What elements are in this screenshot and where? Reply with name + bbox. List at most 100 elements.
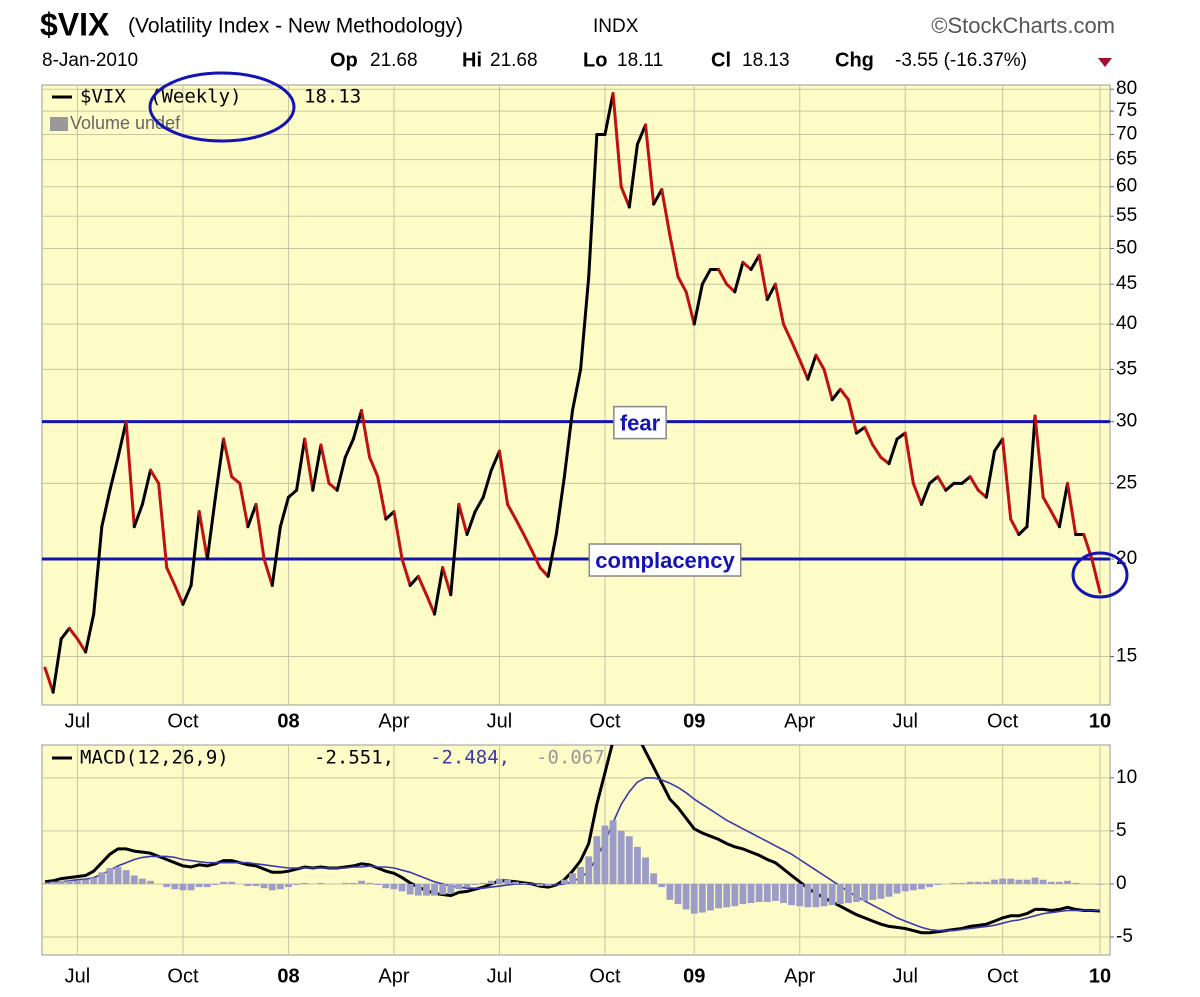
y-tick-label: 35 <box>1116 358 1137 379</box>
histogram-bar <box>1047 881 1055 884</box>
histogram-bar <box>423 883 430 896</box>
histogram-bar <box>301 882 309 884</box>
price-segment <box>863 425 875 447</box>
histogram-bar <box>674 883 682 905</box>
price-segment <box>132 502 144 529</box>
price-segment <box>1001 437 1013 521</box>
histogram-bar <box>877 883 885 899</box>
histogram-bar <box>471 883 479 885</box>
histogram-bar <box>358 880 365 884</box>
price-segment <box>717 267 729 286</box>
histogram-bar <box>130 875 138 884</box>
price-segment <box>368 455 380 479</box>
histogram-bar <box>804 883 812 908</box>
x-tick-label: 10 <box>1089 965 1111 987</box>
histogram-bar <box>690 883 698 914</box>
histogram-bar <box>1023 879 1031 884</box>
histogram-bar <box>861 883 869 901</box>
histogram-bar <box>147 880 154 884</box>
histogram-bar <box>845 883 852 904</box>
histogram-bar <box>512 881 520 884</box>
quote-value: -3.55 (-16.37%) <box>895 50 1027 71</box>
price-segment <box>384 510 396 521</box>
price-segment <box>100 488 112 529</box>
histogram-bar <box>731 883 739 907</box>
price-segment <box>765 282 777 302</box>
histogram-bar <box>187 883 195 891</box>
quote-value: 21.68 <box>490 50 538 71</box>
histogram-bar <box>982 881 990 884</box>
histogram-bar <box>447 883 455 894</box>
price-segment <box>343 437 355 459</box>
histogram-bar <box>1039 879 1047 884</box>
histogram-bar <box>268 883 276 891</box>
y-tick-label: 60 <box>1116 176 1137 197</box>
price-segment <box>546 533 558 578</box>
histogram-bar <box>220 881 227 884</box>
histogram-bar <box>869 883 877 900</box>
histogram-bar <box>114 866 122 884</box>
price-segment <box>84 612 96 654</box>
histogram-bar <box>788 883 796 906</box>
histogram-bar <box>374 883 382 885</box>
histogram-bar <box>1031 877 1039 884</box>
histogram-bar <box>414 883 422 896</box>
histogram-bar <box>999 878 1007 884</box>
histogram-bar <box>893 883 901 894</box>
histogram-bar <box>544 883 552 887</box>
histogram-bar <box>950 882 958 884</box>
y-tick-label: 65 <box>1116 149 1137 170</box>
histogram-bar <box>666 883 674 900</box>
price-segment <box>254 502 266 561</box>
macd-panel <box>41 744 1111 956</box>
plot-area <box>42 745 1104 935</box>
price-segment <box>1009 517 1021 537</box>
x-tick-label: Jul <box>892 965 918 987</box>
y-tick-label: 50 <box>1116 238 1137 259</box>
price-segment <box>205 495 217 561</box>
price-segment <box>124 420 136 529</box>
histogram-bar <box>828 883 836 906</box>
histogram-bar <box>763 883 771 902</box>
price-segment <box>806 353 818 381</box>
histogram-bar <box>179 883 187 891</box>
price-segment <box>571 367 583 412</box>
histogram-bar <box>82 879 89 884</box>
price-segment <box>855 425 867 435</box>
y-tick-label: 25 <box>1116 472 1137 493</box>
x-tick-label: Oct <box>167 965 199 987</box>
histogram-bar <box>966 881 974 884</box>
price-segment <box>376 475 388 521</box>
histogram-bar <box>1096 883 1104 885</box>
price-segment <box>993 437 1005 453</box>
histogram-bar <box>1007 878 1015 884</box>
price-segment <box>635 123 648 146</box>
highlight-ellipse <box>148 71 296 143</box>
histogram-bar <box>341 882 349 884</box>
legend-period: (Weekly) <box>150 86 242 108</box>
histogram-bar <box>74 880 81 884</box>
price-segment <box>887 437 899 466</box>
price-segment <box>189 510 201 587</box>
price-segment <box>627 142 639 209</box>
legend-last: 18.13 <box>304 86 361 108</box>
x-tick-label: 08 <box>277 710 299 732</box>
histogram-bar <box>755 883 763 902</box>
histogram-bar <box>122 870 130 884</box>
histogram-bar <box>349 882 357 884</box>
price-segment <box>968 475 980 492</box>
price-segment <box>554 475 566 537</box>
x-tick-label: Jul <box>487 710 513 732</box>
price-segment <box>1090 557 1102 594</box>
histogram-bar <box>658 883 666 888</box>
histogram-bar <box>836 883 844 905</box>
histogram-bar <box>625 836 633 884</box>
y-tick-label: 45 <box>1116 273 1137 294</box>
histogram-bar <box>431 883 438 896</box>
histogram-bar <box>496 878 503 884</box>
price-segment <box>278 495 290 529</box>
x-tick-label: Jul <box>65 710 91 732</box>
price-segment <box>757 253 769 302</box>
price-segment <box>814 353 826 371</box>
legend-value: -2.551, <box>314 747 394 769</box>
